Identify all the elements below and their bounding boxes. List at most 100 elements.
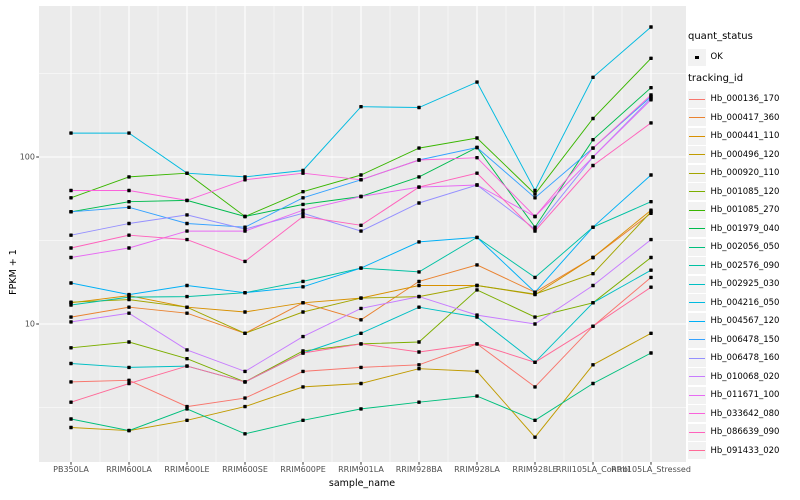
legend-item-label: Hb_000920_110	[710, 168, 780, 179]
data-point	[69, 300, 73, 304]
data-point	[185, 311, 189, 315]
data-point	[69, 380, 73, 384]
legend-item-label: Hb_006478_150	[710, 334, 780, 345]
data-point	[301, 385, 305, 389]
data-point	[69, 361, 73, 366]
data-point	[301, 285, 305, 289]
x-tick-label: PB350LA	[53, 465, 89, 474]
data-point	[127, 175, 131, 179]
data-point	[417, 270, 421, 274]
data-point	[591, 255, 595, 260]
legend-item-Hb_002925_030: Hb_002925_030	[688, 275, 779, 294]
plot-panel	[39, 6, 686, 462]
legend-item-label: Hb_000417_360	[710, 112, 780, 123]
data-point	[475, 156, 479, 160]
data-point	[127, 233, 131, 237]
legend-item-label: Hb_000441_110	[710, 131, 780, 142]
data-point	[127, 340, 131, 344]
legend-item-Hb_086639_090: Hb_086639_090	[688, 423, 779, 442]
legend-item-Hb_000441_110: Hb_000441_110	[688, 127, 779, 146]
data-point	[301, 171, 305, 175]
data-point	[301, 279, 305, 284]
data-point	[301, 190, 305, 194]
data-point	[475, 80, 479, 84]
data-point	[127, 428, 131, 433]
data-point	[301, 214, 305, 219]
legend-key-line-icon	[688, 331, 706, 349]
data-point	[301, 310, 305, 314]
data-point	[301, 168, 305, 173]
data-point	[69, 281, 73, 285]
legend-item-Hb_001979_040: Hb_001979_040	[688, 220, 779, 239]
data-point	[69, 303, 73, 307]
data-point	[185, 357, 189, 361]
data-point	[243, 291, 247, 295]
data-point	[69, 255, 73, 260]
data-point	[533, 435, 537, 439]
data-point	[69, 233, 73, 237]
legend-title-tracking-id: tracking_id	[688, 73, 744, 84]
x-tick-label: RRII105LA_Control	[555, 465, 631, 474]
data-point	[649, 331, 653, 335]
data-point	[417, 279, 421, 284]
data-point	[359, 342, 363, 346]
data-point	[591, 283, 595, 288]
data-point	[243, 369, 247, 374]
data-point	[591, 138, 595, 142]
legend-item-Hb_000136_170: Hb_000136_170	[688, 90, 779, 109]
data-point	[591, 146, 595, 150]
data-point	[127, 378, 131, 382]
data-point	[301, 351, 305, 355]
data-point	[69, 210, 73, 214]
data-point	[649, 351, 653, 355]
data-point	[475, 136, 479, 140]
ok-point-key-icon	[688, 48, 706, 66]
data-point	[417, 158, 421, 162]
data-point	[475, 288, 479, 292]
data-point	[649, 173, 653, 177]
data-point	[533, 360, 537, 364]
legend-item-Hb_006478_160: Hb_006478_160	[688, 349, 779, 368]
data-point	[185, 213, 189, 217]
data-point	[359, 365, 363, 370]
data-point	[243, 214, 247, 219]
legend-item-label: Hb_004567_120	[710, 316, 780, 327]
data-point	[533, 192, 537, 196]
data-point	[185, 364, 189, 368]
data-point	[417, 283, 421, 288]
data-point	[243, 331, 247, 335]
data-point	[475, 145, 479, 150]
data-point	[127, 200, 131, 204]
data-point	[649, 98, 653, 102]
data-point	[591, 272, 595, 276]
data-point	[243, 175, 247, 179]
legend-item-Hb_011671_100: Hb_011671_100	[688, 386, 779, 405]
legend-item-Hb_000920_110: Hb_000920_110	[688, 164, 779, 183]
data-point	[127, 365, 131, 370]
data-point	[69, 400, 73, 404]
data-point	[649, 121, 653, 125]
data-point	[69, 246, 73, 250]
legend-key-line-icon	[688, 146, 706, 164]
data-point	[243, 259, 247, 264]
data-point	[243, 178, 247, 182]
data-point	[591, 75, 595, 79]
legend-item-Hb_001085_120: Hb_001085_120	[688, 183, 779, 202]
legend-item-label: Hb_000496_120	[710, 149, 780, 160]
data-point	[417, 340, 421, 344]
data-point	[359, 266, 363, 270]
data-point	[69, 320, 73, 324]
data-point	[127, 381, 131, 386]
data-point	[359, 223, 363, 227]
legend-key-line-icon	[688, 349, 706, 367]
x-tick-label: RRIM600LE	[164, 465, 210, 474]
legend-item-ok: OK	[688, 48, 723, 67]
legend-item-label: Hb_002056_050	[710, 242, 780, 253]
data-point	[301, 208, 305, 212]
data-point	[591, 381, 595, 386]
data-point	[533, 385, 537, 389]
data-point	[243, 229, 247, 233]
data-point	[69, 425, 73, 430]
legend-item-Hb_000417_360: Hb_000417_360	[688, 109, 779, 128]
